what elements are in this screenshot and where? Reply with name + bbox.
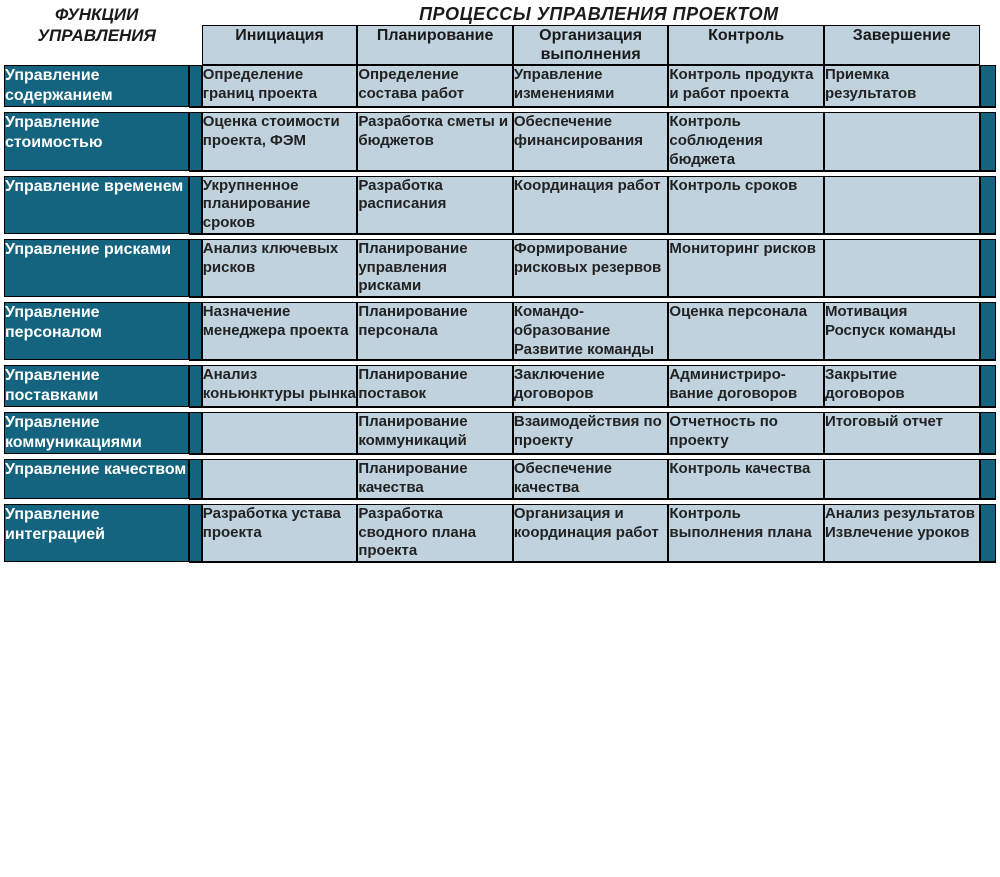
row-head: Управление поставками <box>4 365 189 407</box>
col-head-execution: Организация выполнения <box>513 25 669 65</box>
matrix-cell: Контроль выполнения плана <box>668 504 824 562</box>
table-row: Управление поставками Анализ коньюнктуры … <box>4 365 996 407</box>
col-head-planning: Планирование <box>357 25 513 65</box>
row-separator-left <box>189 112 201 170</box>
col-head-closing: Завершение <box>824 25 980 65</box>
matrix-cell: Администриро- вание договоров <box>668 365 824 407</box>
table-row: Управление содержанием Определение границ… <box>4 65 996 107</box>
matrix-cell: Обеспечение качества <box>513 459 669 499</box>
row-separator-left <box>189 504 201 562</box>
matrix-cell: Определение границ проекта <box>202 65 358 107</box>
matrix-cell: Формирование рисковых резервов <box>513 239 669 297</box>
row-edge-right <box>980 176 997 234</box>
matrix-cell <box>824 112 980 170</box>
row-edge-right <box>980 365 997 407</box>
row-separator-left <box>189 459 201 499</box>
row-head: Управление интеграцией <box>4 504 189 562</box>
row-edge-right <box>980 302 997 360</box>
matrix-cell: Планирование управления рисками <box>357 239 513 297</box>
matrix-cell: Укрупненное планирование сроков <box>202 176 358 234</box>
matrix-cell <box>202 412 358 454</box>
row-edge-right <box>980 239 997 297</box>
left-axis-title: ФУНКЦИИ УПРАВЛЕНИЯ <box>4 4 189 65</box>
matrix-cell: Контроль продукта и работ проекта <box>668 65 824 107</box>
matrix-cell <box>824 176 980 234</box>
matrix-cell: Разработка сводного плана проекта <box>357 504 513 562</box>
matrix-cell: Планирование коммуникаций <box>357 412 513 454</box>
matrix-cell: Взаимодействия по проекту <box>513 412 669 454</box>
row-head: Управление персоналом <box>4 302 189 360</box>
row-head: Управление временем <box>4 176 189 234</box>
row-head: Управление коммуникациями <box>4 412 189 454</box>
matrix-cell: Оценка стоимости проекта, ФЭМ <box>202 112 358 170</box>
matrix-cell: Управление изменениями <box>513 65 669 107</box>
table-row: Управление интеграциейРазработка устава … <box>4 504 996 562</box>
matrix-cell: Анализ коньюнктуры рынка <box>202 365 358 407</box>
table-row: Управление персоналомНазначение менеджер… <box>4 302 996 360</box>
table-row: Управление рискамиАнализ ключевых рисков… <box>4 239 996 297</box>
matrix-cell: Определение состава работ <box>357 65 513 107</box>
row-head: Управление содержанием <box>4 65 189 107</box>
matrix-cell <box>202 459 358 499</box>
row-separator-left <box>189 365 201 407</box>
table-row: Управление стоимостьюОценка стоимости пр… <box>4 112 996 170</box>
matrix-cell: Организация и координация работ <box>513 504 669 562</box>
matrix-cell <box>824 459 980 499</box>
matrix-cell: Закрытие договоров <box>824 365 980 407</box>
matrix-cell: Назначение менеджера проекта <box>202 302 358 360</box>
table-row: Управление качеством Планирование качеств… <box>4 459 996 499</box>
matrix-cell: Оценка персонала <box>668 302 824 360</box>
matrix-cell: Планирование персонала <box>357 302 513 360</box>
row-head: Управление стоимостью <box>4 112 189 170</box>
matrix-cell <box>824 239 980 297</box>
row-edge-right <box>980 65 997 107</box>
matrix-cell: Разработка расписания <box>357 176 513 234</box>
row-separator-left <box>189 65 201 107</box>
matrix-cell: Отчетность по проекту <box>668 412 824 454</box>
row-separator-left <box>189 412 201 454</box>
row-edge-right <box>980 412 997 454</box>
matrix-cell: Контроль сроков <box>668 176 824 234</box>
row-separator-left <box>189 302 201 360</box>
matrix-cell: Анализ результатов Извлечение уроков <box>824 504 980 562</box>
pm-matrix-table: ФУНКЦИИ УПРАВЛЕНИЯ ПРОЦЕССЫ УПРАВЛЕНИЯ П… <box>4 4 996 567</box>
row-gap <box>4 562 996 567</box>
matrix-cell: Планирование поставок <box>357 365 513 407</box>
matrix-cell: Мониторинг рисков <box>668 239 824 297</box>
matrix-cell: Командо- образование Развитие команды <box>513 302 669 360</box>
matrix-cell: Контроль качества <box>668 459 824 499</box>
matrix-cell: Координация работ <box>513 176 669 234</box>
row-separator-left <box>189 176 201 234</box>
matrix-cell: Анализ ключевых рисков <box>202 239 358 297</box>
matrix-cell: Приемка результатов <box>824 65 980 107</box>
row-head: Управление качеством <box>4 459 189 499</box>
table-row: Управление коммуникациями Планирование ко… <box>4 412 996 454</box>
row-edge-right <box>980 504 997 562</box>
matrix-cell: Разработка сметы и бюджетов <box>357 112 513 170</box>
row-edge-right <box>980 112 997 170</box>
table-row: Управление временемУкрупненное планирова… <box>4 176 996 234</box>
row-separator-left <box>189 239 201 297</box>
top-axis-title: ПРОЦЕССЫ УПРАВЛЕНИЯ ПРОЕКТОМ <box>202 4 996 25</box>
matrix-cell: Планирование качества <box>357 459 513 499</box>
col-head-control: Контроль <box>668 25 824 65</box>
row-head: Управление рисками <box>4 239 189 297</box>
matrix-cell: Контроль соблюдения бюджета <box>668 112 824 170</box>
matrix-cell: Заключение договоров <box>513 365 669 407</box>
row-edge-right <box>980 459 997 499</box>
matrix-cell: Разработка устава проекта <box>202 504 358 562</box>
matrix-cell: Мотивация Роспуск команды <box>824 302 980 360</box>
matrix-cell: Обеспечение финансирования <box>513 112 669 170</box>
col-head-initiation: Инициация <box>202 25 358 65</box>
matrix-cell: Итоговый отчет <box>824 412 980 454</box>
